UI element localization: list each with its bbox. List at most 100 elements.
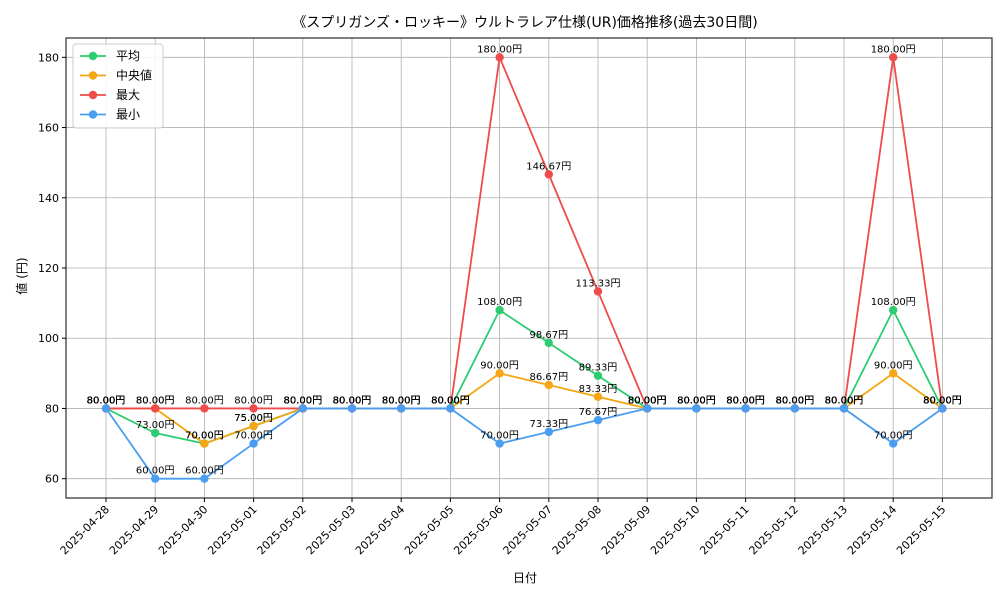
data-point — [200, 439, 209, 448]
data-label: 80.00円 — [628, 395, 667, 406]
data-point — [249, 421, 258, 431]
data-label: 80.00円 — [431, 395, 470, 406]
data-label: 80.00円 — [775, 395, 814, 406]
x-tick-label: 2025-04-30 — [156, 503, 210, 557]
data-label: 70.00円 — [480, 431, 519, 442]
y-tick-label: 60 — [45, 473, 59, 486]
data-label: 80.00円 — [87, 395, 126, 406]
data-label: 70.00円 — [185, 431, 224, 442]
data-label: 80.00円 — [87, 395, 126, 406]
legend-swatch-marker — [88, 51, 98, 61]
x-tick-label: 2025-05-01 — [205, 503, 259, 557]
x-tick-label: 2025-05-07 — [501, 503, 555, 557]
data-point — [643, 404, 652, 413]
y-tick-label: 80 — [45, 402, 59, 415]
data-label: 80.00円 — [923, 395, 962, 406]
data-label: 180.00円 — [477, 44, 522, 55]
data-label: 180.00円 — [871, 44, 916, 55]
data-point — [495, 369, 504, 378]
data-point — [298, 404, 307, 413]
chart-title: 《スプリガンズ・ロッキー》ウルトラレア仕様(UR)価格推移(過去30日間) — [292, 15, 757, 31]
data-label: 83.33円 — [579, 384, 618, 395]
data-label: 80.00円 — [923, 395, 962, 406]
legend-entry: 最小 — [116, 108, 140, 122]
data-point — [889, 439, 898, 448]
data-label: 80.00円 — [628, 395, 667, 406]
data-label: 80.00円 — [677, 395, 716, 406]
data-label: 90.00円 — [480, 360, 519, 371]
x-axis-label: 日付 — [513, 571, 537, 585]
data-point — [593, 392, 603, 401]
data-point — [889, 369, 898, 378]
legend-swatch-marker — [88, 110, 98, 119]
data-point — [790, 404, 799, 413]
data-label: 90.00円 — [874, 360, 913, 371]
data-label: 80.00円 — [628, 395, 667, 406]
data-label: 80.00円 — [431, 395, 470, 406]
data-point — [101, 404, 111, 413]
data-point — [692, 404, 701, 413]
data-label: 80.00円 — [283, 395, 322, 406]
data-label: 146.67円 — [526, 161, 571, 172]
x-tick-label: 2025-05-03 — [304, 503, 358, 557]
data-label: 75.00円 — [234, 413, 273, 424]
data-point — [151, 474, 160, 483]
data-label: 80.00円 — [677, 395, 716, 406]
data-label: 80.00円 — [825, 395, 864, 406]
data-point — [593, 287, 603, 296]
x-tick-label: 2025-04-28 — [58, 503, 112, 557]
data-label: 80.00円 — [431, 395, 470, 406]
y-axis-label: 値 (円) — [14, 257, 29, 294]
x-tick-label: 2025-05-06 — [451, 503, 505, 557]
data-label: 108.00円 — [871, 297, 916, 308]
x-tick-label: 2025-05-09 — [599, 503, 653, 557]
x-tick-label: 2025-05-10 — [648, 503, 702, 557]
x-tick-label: 2025-05-08 — [550, 503, 604, 557]
data-label: 80.00円 — [677, 395, 716, 406]
data-label: 80.00円 — [628, 395, 667, 406]
data-label: 80.00円 — [333, 395, 372, 406]
data-label: 60.00円 — [136, 466, 175, 477]
legend-swatch-marker — [88, 90, 98, 100]
legend-swatch-marker — [88, 71, 98, 80]
legend-box — [72, 43, 164, 129]
data-label: 80.00円 — [283, 395, 322, 406]
data-label: 80.00円 — [825, 395, 864, 406]
data-label: 80.00円 — [726, 395, 765, 406]
data-point — [200, 404, 209, 413]
series-line-3 — [106, 53, 944, 410]
data-label: 80.00円 — [87, 395, 126, 406]
data-point — [938, 404, 947, 413]
data-label: 80.00円 — [382, 395, 421, 406]
data-label: 80.00円 — [923, 395, 962, 406]
data-label: 80.00円 — [333, 395, 372, 406]
x-tick-label: 2025-05-11 — [697, 503, 751, 557]
data-point — [397, 404, 406, 413]
data-label: 80.00円 — [234, 395, 273, 406]
data-point — [544, 170, 553, 179]
data-point — [544, 380, 553, 390]
series-line-1 — [105, 308, 944, 445]
legend-entry: 中央値 — [116, 68, 152, 83]
data-label: 80.00円 — [775, 395, 814, 406]
data-label: 75.00円 — [234, 413, 273, 424]
data-point — [741, 404, 750, 413]
data-label: 80.00円 — [382, 395, 421, 406]
data-point — [151, 404, 160, 413]
data-label: 80.00円 — [333, 395, 372, 406]
legend-entry: 平均 — [116, 49, 140, 63]
data-label: 73.33円 — [529, 419, 568, 430]
data-label: 80.00円 — [677, 395, 716, 406]
data-label: 80.00円 — [825, 395, 864, 406]
data-label: 80.00円 — [283, 395, 322, 406]
data-point — [593, 415, 603, 425]
data-label: 80.00円 — [775, 395, 814, 406]
data-label: 60.00円 — [185, 466, 224, 477]
data-label: 73.00円 — [136, 420, 175, 431]
x-tick-label: 2025-05-05 — [402, 503, 456, 557]
data-label: 76.67円 — [579, 407, 618, 418]
data-label: 70.00円 — [185, 431, 224, 442]
series-line-4 — [105, 407, 943, 480]
